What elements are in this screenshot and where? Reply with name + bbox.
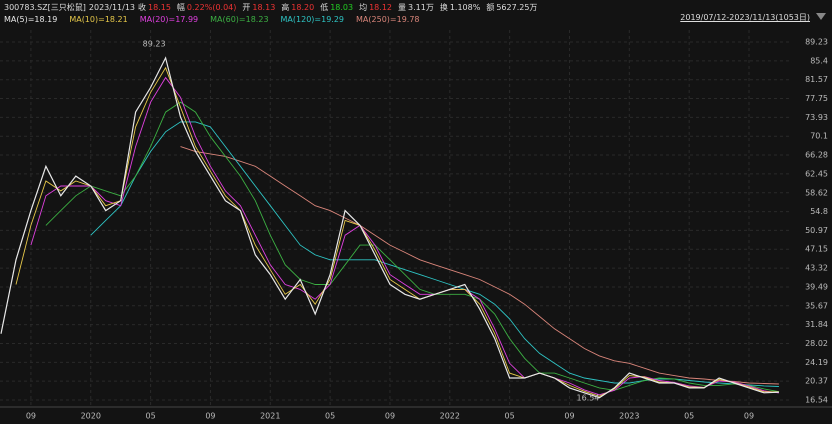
date-range[interactable]: 2019/07/12-2023/11/13(1053日) xyxy=(680,13,810,22)
field-value: 0.22%(0.04) xyxy=(186,3,237,12)
stock-code: 300783.SZ[三只松鼠] xyxy=(4,3,86,12)
legend-entry: MA(10)=18.21 xyxy=(69,15,128,24)
y-tick-label: 20.37 xyxy=(805,377,828,386)
y-tick-label: 62.45 xyxy=(805,169,828,178)
x-tick-label: 05 xyxy=(146,412,156,421)
field-label: 额 xyxy=(486,3,495,12)
y-tick-label: 47.15 xyxy=(805,245,828,254)
ma-line xyxy=(30,76,779,396)
y-tick-label: 70.1 xyxy=(810,132,828,141)
field-label: 高 xyxy=(281,3,290,12)
field-value: 18.15 xyxy=(148,3,171,12)
x-tick-label: 05 xyxy=(684,412,694,421)
x-tick-label: 09 xyxy=(564,412,574,421)
y-tick-label: 77.75 xyxy=(805,94,828,103)
y-tick-label: 85.4 xyxy=(810,56,828,65)
legend-entry: MA(20)=17.99 xyxy=(139,15,199,24)
date: 2023/11/13 xyxy=(88,3,135,12)
field-label: 幅 xyxy=(176,3,185,12)
x-tick-label: 2021 xyxy=(260,412,280,421)
x-tick-label: 2020 xyxy=(81,412,101,421)
y-tick-label: 54.8 xyxy=(810,207,828,216)
field-label: 换 xyxy=(439,3,448,12)
x-tick-label: 09 xyxy=(26,412,36,421)
header: 300783.SZ[三只松鼠] 2023/11/13 收 18.15 幅 0.22%(0.… xyxy=(4,2,543,13)
ma-line xyxy=(15,66,779,397)
y-tick-label: 89.23 xyxy=(805,38,828,47)
y-tick-label: 81.57 xyxy=(805,75,828,84)
y-tick-label: 16.54 xyxy=(805,396,828,405)
field-value: 18.13 xyxy=(252,3,276,12)
field-value: 3.11万 xyxy=(408,3,434,12)
dropdown-arrow[interactable] xyxy=(816,13,826,20)
y-tick-label: 24.19 xyxy=(805,358,828,367)
legend-entry: MA(250)=19.78 xyxy=(356,15,420,24)
x-tick-label: 2022 xyxy=(440,412,460,421)
min-label: 16.54 xyxy=(576,394,599,403)
y-tick-label: 73.93 xyxy=(805,113,828,122)
y-tick-label: 39.49 xyxy=(805,282,828,291)
legend-entry: MA(60)=18.23 xyxy=(210,15,269,24)
field-value: 18.03 xyxy=(330,3,354,12)
x-tick-label: 09 xyxy=(744,412,754,421)
y-tick-label: 66.28 xyxy=(805,151,828,160)
ma-line xyxy=(45,101,779,393)
field-label: 开 xyxy=(242,3,251,12)
ma-line xyxy=(90,121,779,387)
field-label: 量 xyxy=(398,3,406,12)
field-value: 1.108% xyxy=(449,3,481,12)
y-tick-label: 28.02 xyxy=(805,339,828,348)
x-tick-label: 05 xyxy=(505,412,515,421)
field-label: 收 xyxy=(138,3,146,12)
legend: MA(5)=18.19 MA(10)=18.21 MA(20)=17.99 MA(60… xyxy=(4,15,432,24)
y-tick-label: 31.84 xyxy=(805,320,828,329)
legend-entry: MA(120)=19.29 xyxy=(280,15,345,24)
y-tick-label: 58.62 xyxy=(805,188,828,197)
ma-line xyxy=(0,56,779,399)
legend-entry: MA(5)=18.19 xyxy=(4,15,58,24)
field-value: 18.20 xyxy=(291,3,315,12)
y-tick-label: 50.97 xyxy=(805,226,828,235)
max-label: 89.23 xyxy=(143,40,166,49)
ma-line xyxy=(180,146,779,385)
x-tick-label: 09 xyxy=(205,412,215,421)
field-label: 低 xyxy=(320,3,329,12)
field-label: 均 xyxy=(359,3,368,12)
y-tick-label: 43.32 xyxy=(805,264,828,273)
x-tick-label: 09 xyxy=(385,412,395,421)
y-tick-label: 35.67 xyxy=(805,301,828,310)
x-tick-label: 2023 xyxy=(619,412,639,421)
field-value: 18.12 xyxy=(369,3,392,12)
field-value: 5627.25万 xyxy=(496,3,538,12)
x-tick-label: 05 xyxy=(325,412,335,421)
